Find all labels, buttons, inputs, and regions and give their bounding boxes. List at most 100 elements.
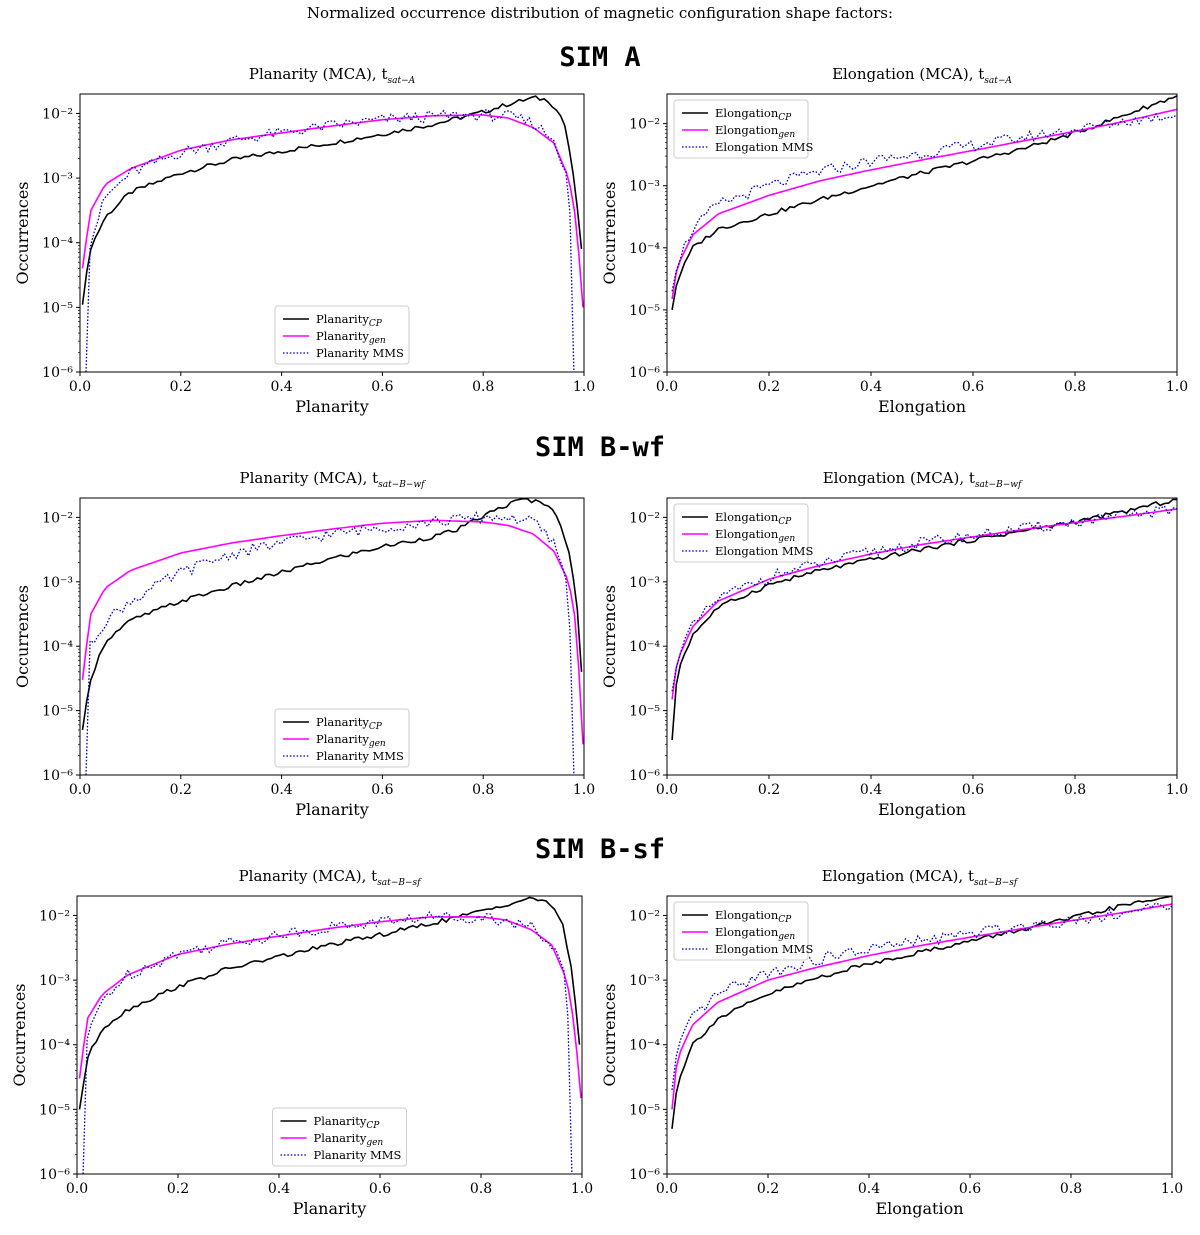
- legend-label-subscript: gen: [366, 1138, 383, 1148]
- series-group: [78, 896, 582, 1174]
- chart-title-subscript: sat−B−sf: [377, 878, 422, 888]
- x-tick-label: 1.0: [1166, 782, 1188, 798]
- x-tick-label: 0.0: [69, 379, 91, 395]
- plot-frame: [79, 497, 585, 776]
- y-tick-label: 10⁻⁶: [629, 365, 660, 381]
- plot-frame: [666, 497, 1178, 776]
- x-tick-label: 1.0: [1166, 379, 1188, 395]
- y-axis-label: Occurrences: [600, 983, 619, 1086]
- legend-label-cp: ElongationCP: [715, 908, 792, 925]
- chart-panel-3: Elongation (MCA), tsat−B−wf 0.0 0.2 0.4 0.6 0…: [600, 469, 1188, 819]
- y-axis-label: Occurrences: [600, 181, 619, 284]
- chart-title-subscript: sat−A: [387, 76, 415, 86]
- legend-box: [274, 708, 410, 768]
- y-tick-label: 10⁻⁵: [39, 1102, 70, 1118]
- y-tick-label: 10⁻⁴: [629, 639, 660, 655]
- legend-box: [673, 99, 809, 159]
- y-axis-label: Occurrences: [13, 585, 32, 688]
- plot-frame: [76, 895, 583, 1175]
- y-tick-label: 10⁻³: [39, 973, 70, 989]
- chart-title: Elongation (MCA), tsat−B−wf: [823, 469, 1023, 490]
- legend-label-subscript: gen: [778, 534, 795, 544]
- figure-title: Normalized occurrence distribution of ma…: [306, 4, 894, 22]
- legend-box: [673, 901, 809, 961]
- legend-label-cp: PlanarityCP: [316, 715, 383, 732]
- series-group: [671, 95, 1177, 311]
- x-tick-label: 0.8: [472, 379, 494, 395]
- x-tick-label: 0.0: [69, 782, 91, 798]
- y-tick-label: 10⁻²: [39, 908, 70, 924]
- legend-label-subscript: gen: [369, 739, 386, 749]
- x-tick-label: 0.8: [1064, 782, 1086, 798]
- chart-panel-1: Elongation (MCA), tsat−A 0.0 0.2 0.4 0.6 0.8 1…: [600, 65, 1188, 416]
- chart-title-subscript: sat−B−wf: [378, 480, 426, 490]
- x-axis-label: Planarity: [295, 800, 369, 819]
- x-tick-label: 0.0: [66, 1181, 88, 1197]
- series-line-mms: [85, 109, 575, 372]
- chart-title: Elongation (MCA), tsat−A: [832, 65, 1012, 86]
- x-tick-label: 0.8: [1060, 1181, 1082, 1197]
- series-line-cp: [671, 95, 1177, 311]
- x-tick-label: 0.4: [270, 782, 292, 798]
- y-tick-label: 10⁻³: [42, 575, 73, 591]
- y-tick-label: 10⁻⁵: [629, 1102, 660, 1118]
- series-line-mms: [671, 902, 1172, 1090]
- legend-label-cp: ElongationCP: [715, 106, 792, 123]
- legend-label-subscript: CP: [369, 722, 383, 732]
- x-tick-label: 0.2: [757, 1181, 779, 1197]
- chart-panel-4: Planarity (MCA), tsat−B−sf 0.0 0.2 0.4 0.6 0.…: [10, 867, 593, 1218]
- legend-label-subscript: CP: [366, 1121, 380, 1131]
- legend-label-mms: Elongation MMS: [715, 544, 813, 558]
- chart-title: Planarity (MCA), tsat−B−wf: [240, 469, 427, 490]
- x-tick-label: 0.6: [371, 782, 393, 798]
- legend-label-gen: Elongationgen: [715, 925, 795, 942]
- y-tick-label: 10⁻³: [42, 171, 73, 187]
- chart-title: Planarity (MCA), tsat−A: [249, 65, 416, 86]
- series-line-cp: [81, 95, 583, 305]
- x-tick-label: 0.2: [170, 782, 192, 798]
- x-tick-label: 0.8: [472, 782, 494, 798]
- y-tick-label: 10⁻⁴: [629, 241, 660, 257]
- x-tick-label: 1.0: [573, 379, 595, 395]
- x-tick-label: 0.2: [170, 379, 192, 395]
- chart-title-subscript: sat−B−wf: [975, 480, 1023, 490]
- x-tick-label: 0.4: [858, 1181, 880, 1197]
- legend-label-cp: PlanarityCP: [316, 312, 383, 329]
- x-tick-label: 0.4: [268, 1181, 290, 1197]
- x-tick-label: 0.2: [167, 1181, 189, 1197]
- y-tick-label: 10⁻⁵: [42, 704, 73, 720]
- chart-title-subscript: sat−A: [984, 76, 1012, 86]
- y-tick-label: 10⁻⁶: [42, 365, 73, 381]
- series-group: [81, 498, 584, 775]
- x-axis-label: Elongation: [876, 1199, 964, 1218]
- legend-label-cp: PlanarityCP: [314, 1114, 381, 1131]
- chart-panel-0: Planarity (MCA), tsat−A 0.0 0.2 0.4 0.6 0.8 1.…: [13, 65, 595, 416]
- sim-label-a: SIM A: [559, 42, 641, 73]
- series-line-cp: [671, 896, 1172, 1129]
- x-tick-label: 0.6: [962, 782, 984, 798]
- y-tick-label: 10⁻⁴: [39, 1038, 70, 1054]
- legend-label-subscript: CP: [778, 113, 792, 123]
- y-axis-label: Occurrences: [13, 181, 32, 284]
- series-line-gen: [81, 114, 584, 308]
- y-tick-label: 10⁻²: [629, 510, 660, 526]
- legend-label-mms: Elongation MMS: [715, 140, 813, 154]
- y-tick-label: 10⁻⁴: [629, 1038, 660, 1054]
- legend-label-gen: Elongationgen: [715, 123, 795, 140]
- x-tick-label: 0.6: [959, 1181, 981, 1197]
- y-tick-label: 10⁻⁴: [42, 639, 73, 655]
- series-line-mms: [671, 112, 1177, 292]
- y-tick-label: 10⁻²: [42, 106, 73, 122]
- y-tick-label: 10⁻³: [629, 575, 660, 591]
- y-tick-label: 10⁻²: [629, 117, 660, 133]
- legend-label-mms: Elongation MMS: [715, 942, 813, 956]
- legend-label-subscript: gen: [778, 130, 795, 140]
- x-tick-label: 0.2: [758, 782, 780, 798]
- y-tick-label: 10⁻³: [629, 179, 660, 195]
- legend-label-gen: Planaritygen: [314, 1131, 384, 1148]
- x-tick-label: 0.0: [656, 782, 678, 798]
- x-tick-label: 0.8: [470, 1181, 492, 1197]
- x-tick-label: 0.4: [270, 379, 292, 395]
- series-line-cp: [81, 498, 583, 731]
